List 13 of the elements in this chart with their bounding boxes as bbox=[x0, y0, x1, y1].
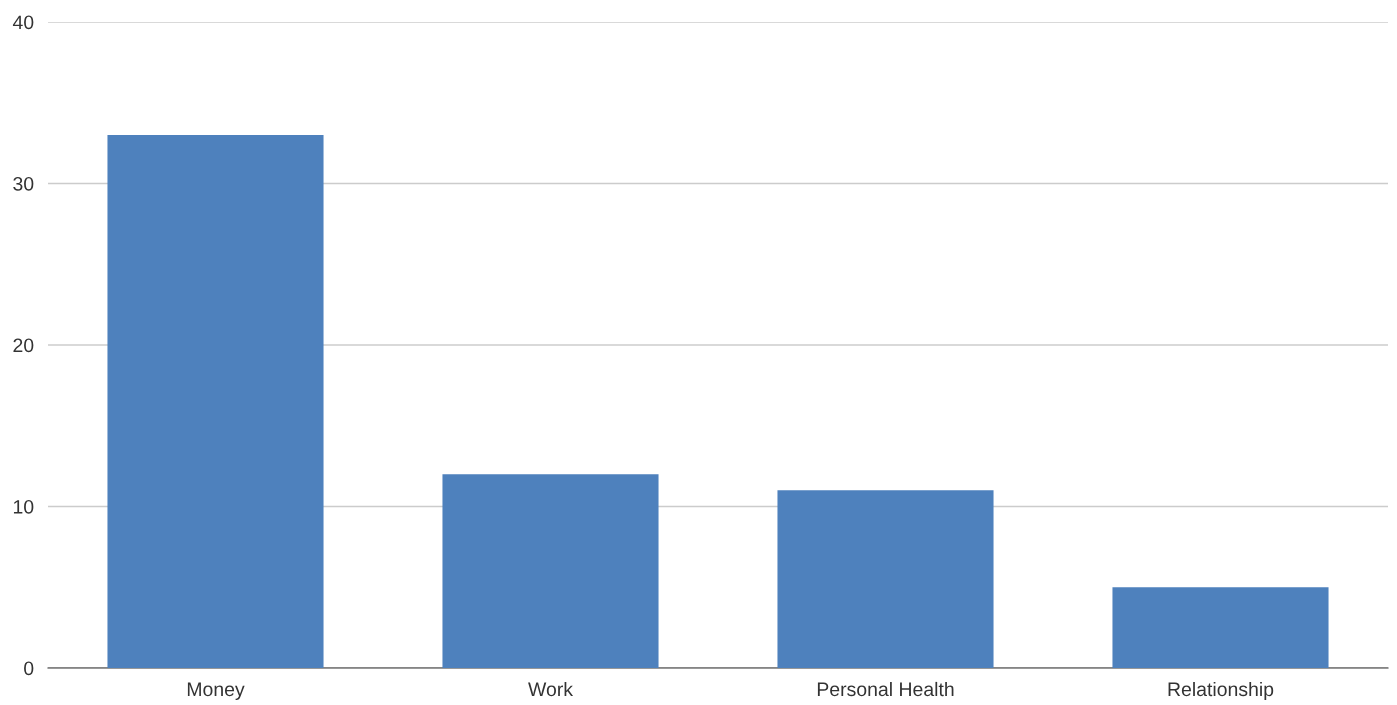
x-tick-label: Money bbox=[187, 682, 245, 701]
bar bbox=[107, 135, 324, 668]
bar bbox=[777, 490, 994, 668]
x-tick-label: Work bbox=[528, 681, 574, 697]
x-tick-label: Personal Health bbox=[817, 681, 954, 697]
y-tick-label: 10 bbox=[13, 499, 34, 514]
y-tick-label: 0 bbox=[24, 661, 34, 676]
bar bbox=[442, 474, 659, 668]
x-tick-label: Relationship bbox=[1168, 681, 1274, 701]
y-tick-label: 30 bbox=[13, 176, 34, 191]
y-tick-label: 40 bbox=[12, 15, 34, 30]
bar bbox=[1112, 587, 1329, 668]
y-tick-label: 20 bbox=[13, 338, 34, 353]
